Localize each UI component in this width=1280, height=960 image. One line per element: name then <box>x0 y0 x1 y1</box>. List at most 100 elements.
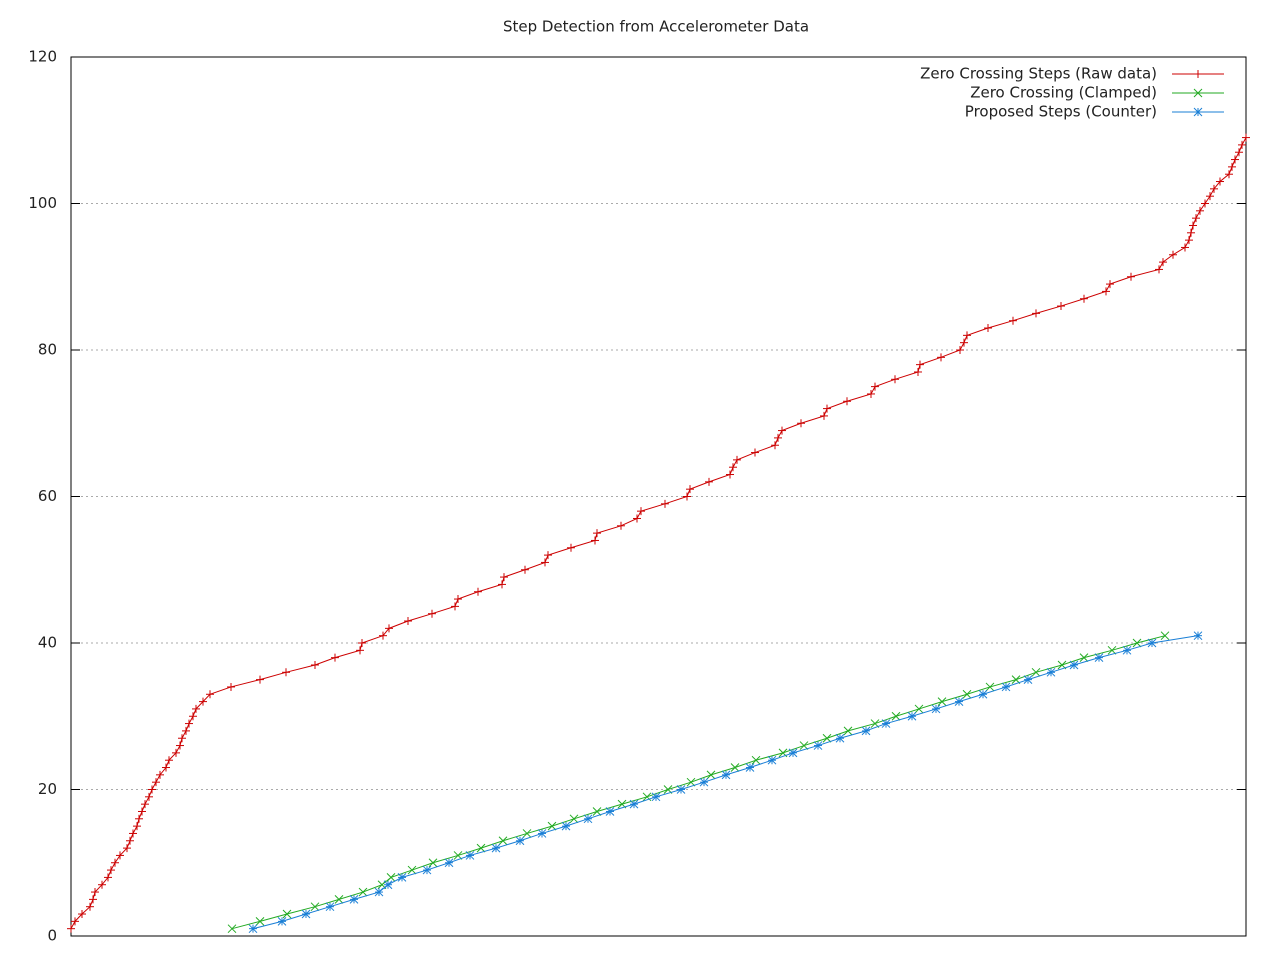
marker <box>165 756 173 765</box>
marker <box>1235 148 1243 157</box>
marker <box>521 565 529 574</box>
marker-stroke <box>358 887 368 897</box>
marker-stroke <box>778 748 788 758</box>
marker <box>1231 155 1239 164</box>
marker <box>104 873 112 882</box>
marker <box>591 536 599 545</box>
marker <box>567 543 575 552</box>
marker-stroke <box>1069 660 1079 670</box>
marker <box>385 624 393 633</box>
marker <box>605 807 615 816</box>
marker-stroke <box>835 733 845 743</box>
marker <box>823 404 831 413</box>
marker <box>960 338 968 347</box>
marker <box>914 704 924 714</box>
marker <box>1159 258 1167 267</box>
marker <box>1192 214 1200 223</box>
marker <box>1201 199 1209 208</box>
marker-stroke <box>1122 645 1132 655</box>
marker-stroke <box>629 799 639 809</box>
marker <box>89 895 97 904</box>
marker <box>135 814 143 823</box>
marker-stroke <box>422 865 432 875</box>
marker <box>820 411 828 420</box>
marker <box>407 865 417 875</box>
marker <box>227 924 237 934</box>
marker-stroke <box>686 777 696 787</box>
marker-stroke <box>1193 631 1203 641</box>
marker <box>277 916 287 926</box>
marker-stroke <box>515 836 525 846</box>
marker <box>547 821 557 831</box>
marker-stroke <box>569 814 579 824</box>
marker-stroke <box>1107 645 1117 655</box>
marker-stroke <box>537 829 547 838</box>
marker <box>891 711 901 721</box>
marker-stroke <box>301 909 311 919</box>
marker-stroke <box>937 697 947 706</box>
marker <box>67 924 75 933</box>
marker <box>1094 653 1104 663</box>
marker <box>498 580 506 589</box>
marker-stroke <box>891 711 901 721</box>
y-tick-label: 60 <box>38 487 57 505</box>
marker <box>444 858 454 868</box>
marker <box>311 660 319 669</box>
marker <box>145 792 153 801</box>
marker-stroke <box>861 726 871 736</box>
marker <box>358 887 368 897</box>
marker <box>962 689 972 699</box>
y-tick-label: 20 <box>38 780 57 798</box>
marker <box>126 836 134 845</box>
marker <box>617 521 625 530</box>
marker <box>861 726 871 736</box>
marker <box>963 331 971 340</box>
marker <box>843 726 853 736</box>
marker <box>227 682 235 691</box>
marker <box>767 755 777 765</box>
marker <box>86 902 94 911</box>
marker <box>256 675 264 684</box>
marker-stroke <box>914 704 924 714</box>
marker-stroke <box>248 924 258 934</box>
marker <box>1001 682 1011 692</box>
marker <box>1080 294 1088 303</box>
marker-stroke <box>1057 660 1067 670</box>
marker <box>871 382 879 391</box>
marker <box>1106 280 1114 289</box>
marker-stroke <box>617 799 627 809</box>
legend-label: Zero Crossing (Clamped) <box>970 84 1157 102</box>
marker <box>914 367 922 376</box>
plot-frame <box>70 56 1247 937</box>
marker <box>172 748 180 757</box>
marker <box>726 470 734 479</box>
marker <box>282 668 290 677</box>
marker <box>138 807 146 816</box>
marker-stroke <box>325 902 335 912</box>
marker <box>954 697 964 706</box>
marker <box>1193 107 1203 117</box>
marker <box>451 602 459 611</box>
marker-stroke <box>799 741 809 750</box>
marker <box>248 924 258 934</box>
marker <box>107 866 115 875</box>
marker <box>383 880 393 890</box>
marker <box>255 916 265 926</box>
marker <box>637 507 645 516</box>
marker-stroke <box>985 682 995 692</box>
marker <box>686 777 696 787</box>
marker <box>867 389 875 398</box>
legend-label: Zero Crossing Steps (Raw data) <box>920 65 1157 83</box>
marker <box>331 653 339 662</box>
marker <box>569 814 579 824</box>
marker <box>651 792 661 802</box>
marker <box>686 485 694 494</box>
marker <box>843 397 851 406</box>
marker-stroke <box>583 814 593 824</box>
marker <box>422 865 432 875</box>
marker-stroke <box>592 807 602 816</box>
marker <box>156 770 164 779</box>
marker <box>822 733 832 743</box>
marker <box>91 888 99 897</box>
marker-stroke <box>881 719 891 728</box>
